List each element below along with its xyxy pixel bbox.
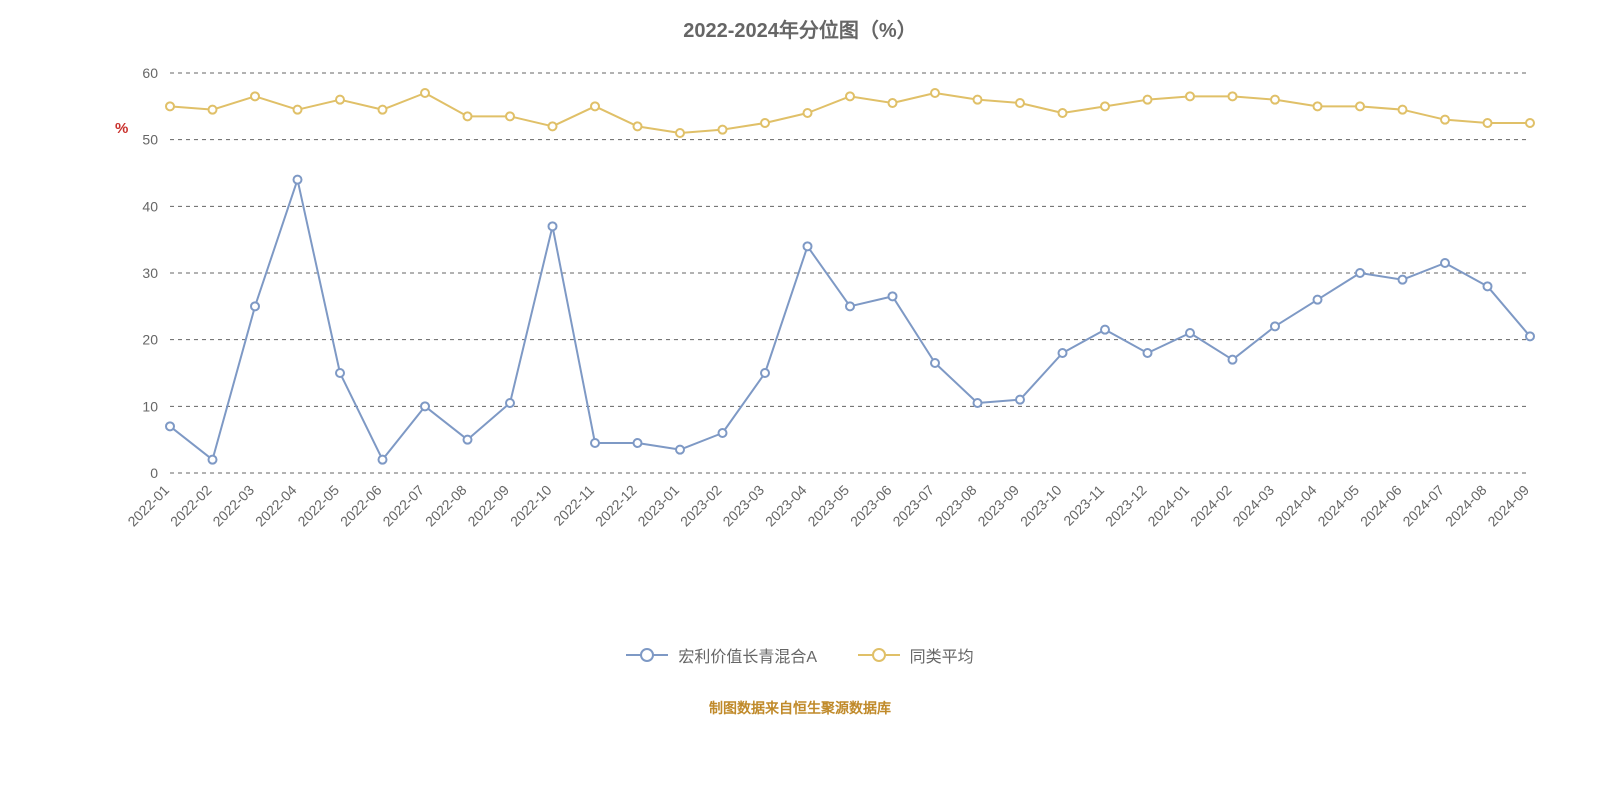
svg-text:2023-01: 2023-01 [634, 482, 682, 530]
legend-swatch-a [626, 647, 668, 663]
svg-text:2023-10: 2023-10 [1017, 482, 1065, 530]
svg-text:2024-08: 2024-08 [1442, 482, 1490, 530]
svg-text:30: 30 [142, 265, 158, 281]
svg-text:2022-07: 2022-07 [379, 482, 427, 530]
svg-text:2024-02: 2024-02 [1187, 482, 1235, 530]
svg-text:2022-11: 2022-11 [550, 482, 597, 529]
svg-text:2023-06: 2023-06 [847, 482, 895, 530]
svg-text:2022-03: 2022-03 [209, 482, 257, 530]
svg-text:2022-05: 2022-05 [294, 482, 342, 530]
svg-text:20: 20 [142, 332, 158, 348]
svg-text:2024-03: 2024-03 [1229, 482, 1277, 530]
svg-text:2023-02: 2023-02 [677, 482, 725, 530]
chart-legend: 宏利价值长青混合A 同类平均 [0, 643, 1600, 668]
svg-text:2023-12: 2023-12 [1102, 482, 1150, 530]
svg-text:2023-07: 2023-07 [889, 482, 937, 530]
svg-text:2022-06: 2022-06 [337, 482, 385, 530]
svg-text:10: 10 [142, 398, 158, 414]
svg-text:2023-03: 2023-03 [719, 482, 767, 530]
svg-text:2023-11: 2023-11 [1060, 482, 1107, 529]
legend-label-b: 同类平均 [910, 643, 974, 667]
svg-text:2023-08: 2023-08 [932, 482, 980, 530]
y-axis-unit: % [115, 120, 128, 137]
svg-text:2022-02: 2022-02 [167, 482, 215, 530]
svg-text:60: 60 [142, 65, 158, 81]
svg-text:2022-04: 2022-04 [252, 482, 300, 530]
svg-text:2024-04: 2024-04 [1272, 482, 1320, 530]
svg-text:2024-09: 2024-09 [1484, 482, 1532, 530]
legend-item-series-a: 宏利价值长青混合A [626, 643, 817, 667]
svg-text:2022-12: 2022-12 [592, 482, 640, 530]
legend-item-series-b: 同类平均 [858, 643, 974, 667]
svg-text:2024-07: 2024-07 [1399, 482, 1447, 530]
svg-text:2022-10: 2022-10 [507, 482, 555, 530]
legend-label-a: 宏利价值长青混合A [678, 643, 817, 667]
percentile-line-chart: 01020304050602022-012022-022022-032022-0… [0, 43, 1600, 603]
chart-caption: 制图数据来自恒生聚源数据库 [0, 698, 1600, 718]
svg-text:2024-05: 2024-05 [1314, 482, 1362, 530]
svg-text:50: 50 [142, 132, 158, 148]
svg-text:2023-05: 2023-05 [804, 482, 852, 530]
svg-text:2024-06: 2024-06 [1357, 482, 1405, 530]
svg-text:2023-04: 2023-04 [762, 482, 810, 530]
svg-text:40: 40 [142, 198, 158, 214]
svg-text:2022-01: 2022-01 [124, 482, 172, 530]
svg-text:2022-09: 2022-09 [464, 482, 512, 530]
svg-text:2023-09: 2023-09 [974, 482, 1022, 530]
svg-text:2022-08: 2022-08 [422, 482, 470, 530]
chart-title: 2022-2024年分位图（%） [0, 0, 1600, 43]
svg-text:2024-01: 2024-01 [1144, 482, 1192, 530]
svg-text:0: 0 [150, 465, 158, 481]
legend-swatch-b [858, 647, 900, 663]
